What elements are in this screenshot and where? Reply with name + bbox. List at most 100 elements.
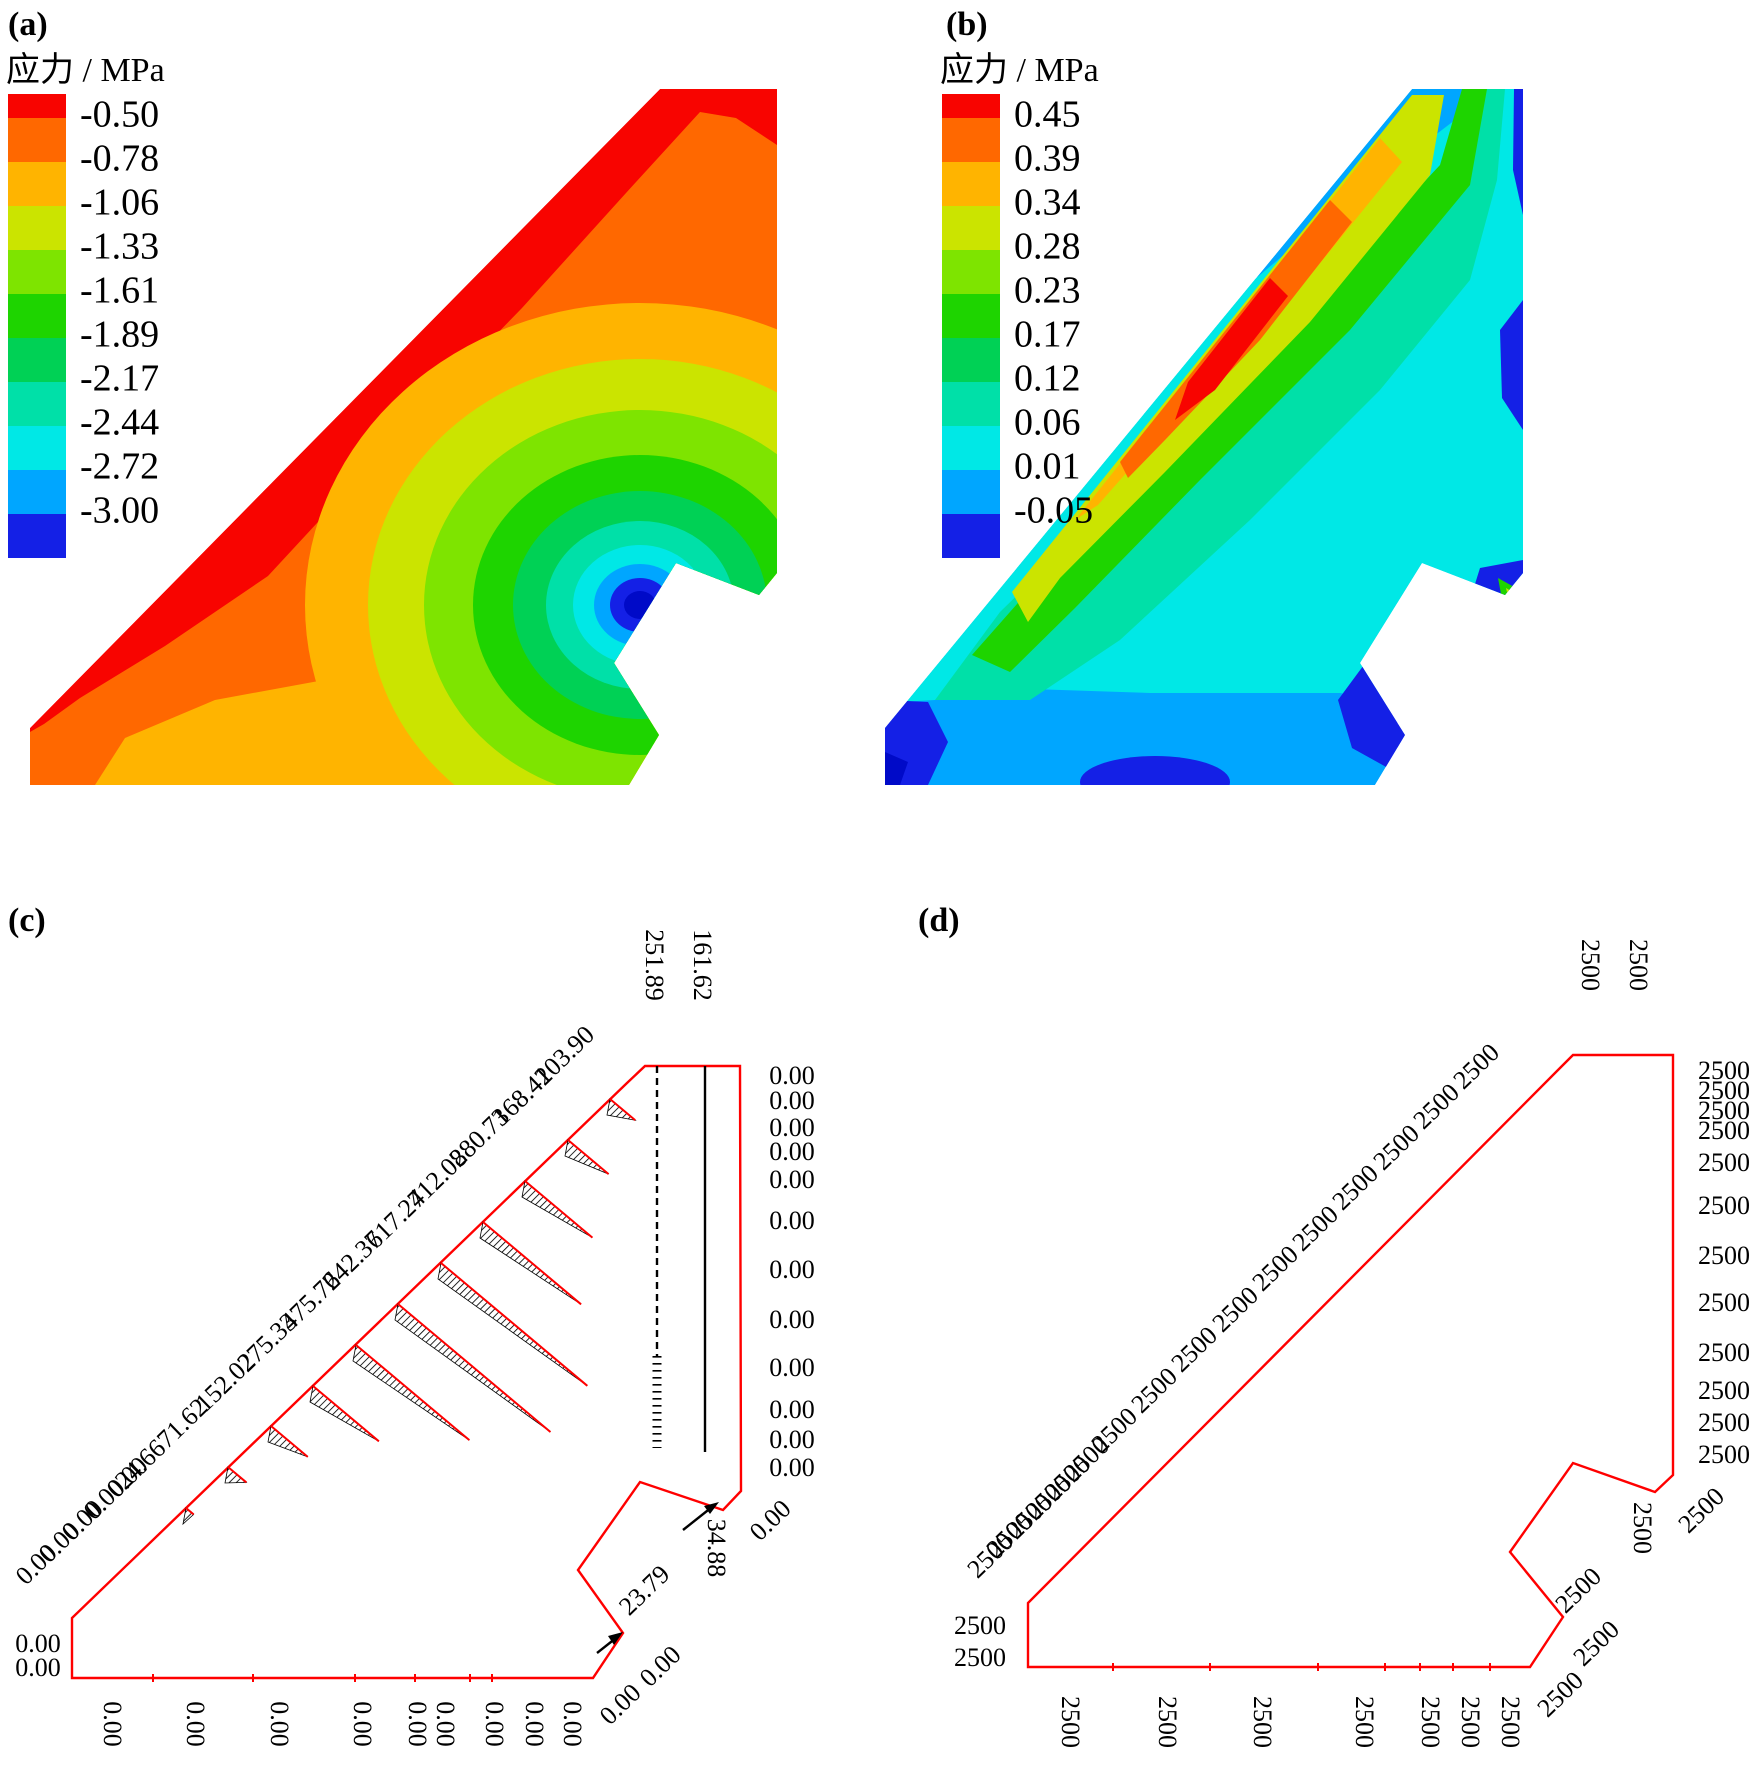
value-label: 2500 [1456,1696,1485,1748]
value-label: 103.90 [528,1020,600,1091]
value-label: 0.00 [634,1640,687,1692]
legend-a-band [8,294,66,338]
value-label: 0.00 [769,1453,815,1482]
value-label: 0.00 [744,1494,797,1546]
legend-b-band [942,94,1000,118]
legend-b-tick-label: 0.17 [1014,314,1081,356]
value-label: 2500 [1447,1038,1505,1095]
value-label: 2500 [1576,939,1605,991]
value-label: 2500 [1698,1288,1750,1317]
legend-b-tick-label: -0.05 [1014,490,1093,532]
value-label: 0.00 [431,1701,460,1747]
panel-b-label: (b) [946,6,988,43]
value-label: 0.00 [480,1701,509,1747]
legend-a-band [8,382,66,426]
legend-b-band [942,162,1000,206]
anchor-baseline [355,1344,471,1441]
anchor-baseline [270,1425,309,1458]
annotation-arrow [682,1506,713,1531]
value-label: 34.88 [702,1519,731,1578]
legend-b-tick-label: 0.06 [1014,402,1081,444]
value-label: 2500 [1165,1321,1223,1378]
value-label: 2500 [1698,1191,1750,1220]
value-label: 0.00 [769,1137,815,1166]
legend-a-band [8,206,66,250]
legend-b-tick-label: 0.39 [1014,138,1081,180]
value-label: 2500 [1326,1159,1384,1216]
legend-a-tick-label: -1.06 [80,182,159,224]
value-label: 2500 [1286,1200,1344,1257]
value-label: 2500 [1672,1482,1730,1539]
legend-a-band [8,514,66,558]
value-label: 23.79 [613,1559,675,1620]
anchor-baseline [440,1262,588,1387]
value-label: 0.00 [769,1353,815,1382]
value-label: 2500 [1698,1148,1750,1177]
legend-a: -0.50-0.78-1.06-1.33-1.61-1.89-2.17-2.44… [8,94,159,558]
value-label: 2500 [1246,1240,1304,1297]
contour-ring [1080,756,1230,785]
annotation-arrowhead [704,1502,719,1514]
panel-c-label: (c) [8,902,46,939]
legend-a-tick-label: -2.72 [80,446,159,488]
value-label: 251.89 [640,929,669,1001]
value-label: 0.00 [769,1086,815,1115]
value-label: 0.00 [769,1425,815,1454]
anchor-baseline [567,1139,610,1175]
panel-d-label: (d) [918,902,960,939]
value-label: 0.00 [265,1701,294,1747]
value-label: 2500 [1496,1696,1525,1748]
contour-layer [1338,662,1415,768]
value-label: 0.00 [769,1395,815,1424]
legend-a-tick-label: -3.00 [80,490,159,532]
panel-a-label: (a) [8,6,48,43]
anchor-baseline [482,1221,582,1306]
value-label: 0.00 [769,1061,815,1090]
value-label: 0.00 [520,1701,549,1747]
panel-d-outline-plot: 2500250025002500250025002500250025002500… [954,939,1750,1748]
value-label: 2500 [1624,939,1653,991]
value-label: 2500 [1698,1338,1750,1367]
dam-outline [1026,1053,1675,1669]
value-label: 0.00 [403,1701,432,1747]
legend-a-band [8,162,66,206]
value-label: 0.00 [348,1701,377,1747]
anchor-baseline [227,1466,248,1484]
legend-b-band [942,382,1000,426]
value-label: 2500 [1367,1119,1425,1176]
legend-a-title: 应力 / MPa [6,52,165,89]
legend-b-band [942,118,1000,162]
legend-a-band [8,118,66,162]
value-label: 2500 [1698,1408,1750,1437]
anchor-baseline [312,1385,380,1443]
legend-b-tick-label: 0.01 [1014,446,1081,488]
legend-b: 0.450.390.340.280.230.170.120.060.01-0.0… [942,94,1093,558]
value-label: 0.00 [15,1653,61,1682]
legend-b-band [942,426,1000,470]
value-label: 0.00 [769,1305,815,1334]
value-label: 2500 [1698,1440,1750,1469]
value-label: 0.00 [181,1701,210,1747]
panel-b-contour-plot [885,89,1523,785]
legend-a-band [8,250,66,294]
legend-b-band [942,294,1000,338]
legend-b-title: 应力 / MPa [940,52,1099,89]
legend-b-tick-label: 0.28 [1014,226,1081,268]
contour-layer [1175,278,1288,420]
dam-outline [70,1064,743,1680]
value-label: 0.00 [15,1629,61,1658]
legend-a-band [8,94,66,118]
value-label: 0.00 [98,1701,127,1747]
legend-a-tick-label: -0.78 [80,138,159,180]
contour-ring [624,591,656,619]
value-label: 2500 [1698,1376,1750,1405]
legend-a-tick-label: -2.17 [80,358,159,400]
legend-a-tick-label: -1.89 [80,314,159,356]
anchor-baseline [524,1180,594,1239]
value-label: 2500 [1056,1696,1085,1748]
legend-b-tick-label: 0.23 [1014,270,1081,312]
value-label: 2500 [1698,1096,1750,1125]
legend-a-band [8,470,66,514]
